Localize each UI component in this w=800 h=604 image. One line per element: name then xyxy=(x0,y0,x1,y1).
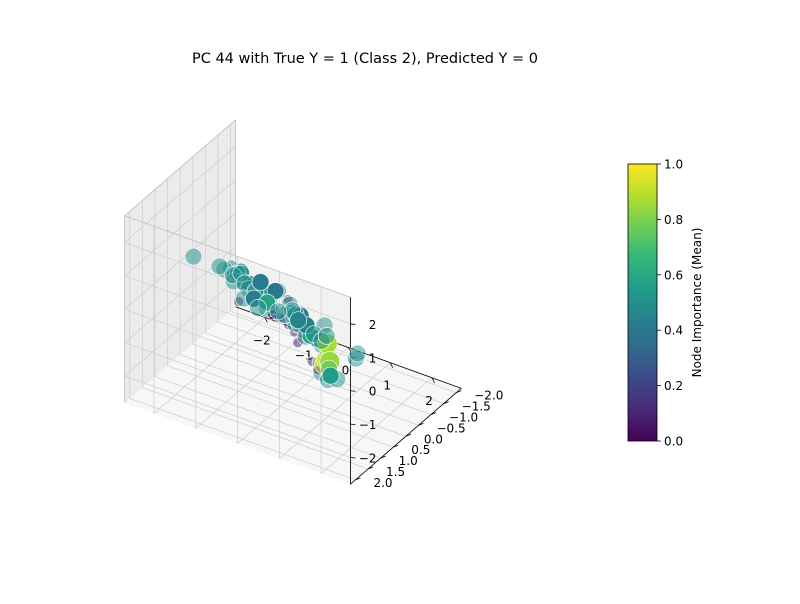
tick-mark xyxy=(393,444,399,448)
tick-mark xyxy=(350,390,356,392)
data-points xyxy=(184,247,367,389)
tick-mark xyxy=(456,390,462,394)
data-point-large xyxy=(269,302,288,321)
grid-line xyxy=(124,179,236,277)
grid-line xyxy=(230,310,457,394)
z-tick-label: 2 xyxy=(369,318,377,332)
tick-mark xyxy=(443,401,449,404)
colorbar-tick-label: 1.0 xyxy=(664,158,683,172)
z-tick-label: 1 xyxy=(369,351,377,365)
grid-line xyxy=(192,343,419,426)
data-point-large xyxy=(249,299,267,317)
colorbar-gradient xyxy=(627,163,658,442)
data-point-large xyxy=(348,344,367,363)
grid-line xyxy=(154,376,381,459)
tick-mark xyxy=(264,317,268,323)
colorbar-tick-label: 0.8 xyxy=(664,213,683,227)
grid-line xyxy=(124,146,236,243)
data-point-large xyxy=(251,273,270,291)
tick-mark xyxy=(367,466,374,470)
z-tick-label: 0 xyxy=(369,385,377,399)
y-tick-label: 0.0 xyxy=(424,432,443,446)
pane-edge xyxy=(124,119,236,216)
y-tick-label: −1.0 xyxy=(449,410,478,424)
tick-mark xyxy=(430,412,437,415)
z-tick-label: −1 xyxy=(359,418,377,432)
tick-mark xyxy=(405,433,412,437)
tick-mark xyxy=(389,362,394,368)
grid-line xyxy=(124,375,351,458)
tick-mark xyxy=(380,455,386,459)
grid-line xyxy=(124,279,236,377)
grid-line xyxy=(129,397,356,481)
colorbar: 0.0 0.2 0.4 0.6 0.8 1.0 Node Importance (Mean) xyxy=(627,158,704,449)
grid-line xyxy=(124,212,236,310)
colorbar-tick-label: 0.2 xyxy=(664,379,683,393)
y-tick-label: 1.5 xyxy=(386,465,405,479)
data-point-large xyxy=(321,366,340,385)
grid-line xyxy=(142,387,369,470)
y-tick-label: −2.0 xyxy=(474,389,503,403)
tick-mark xyxy=(431,377,435,383)
colorbar-tick-label: 0.0 xyxy=(664,435,683,449)
colorbar-tick-label: 0.4 xyxy=(664,324,683,338)
grid-line xyxy=(124,308,351,392)
y-tick-label: −0.5 xyxy=(436,421,465,435)
y-tick-label: −1.5 xyxy=(462,400,491,414)
y-tick-label: 0.5 xyxy=(411,443,430,457)
data-point-large xyxy=(210,257,229,276)
grid-line xyxy=(167,365,394,448)
pane-edge xyxy=(124,215,351,298)
colorbar-tick-label: 0.6 xyxy=(664,268,683,282)
y-tick-label: 2.0 xyxy=(373,476,392,490)
colorbar-label: Node Importance (Mean) xyxy=(690,228,704,378)
chart-title: PC 44 with True Y = 1 (Class 2), Predict… xyxy=(192,51,538,67)
tick-mark xyxy=(350,457,356,459)
data-point-large xyxy=(184,247,203,266)
x-tick-label: −2 xyxy=(253,333,271,347)
data-point-large xyxy=(317,327,336,345)
tick-mark xyxy=(418,423,424,426)
z-tick-label: −2 xyxy=(359,452,377,466)
data-point-large xyxy=(289,311,308,330)
tick-mark xyxy=(350,323,356,325)
grid-line xyxy=(124,342,351,425)
x-tick-label: 1 xyxy=(383,379,391,393)
x-tick-label: 2 xyxy=(425,394,433,408)
grid-lines xyxy=(124,124,457,481)
grid-line xyxy=(180,354,406,437)
axis-lines xyxy=(124,119,462,485)
tick-mark xyxy=(350,423,356,426)
x-tick-label: 0 xyxy=(342,364,350,378)
y-tick-label: 1.0 xyxy=(399,454,418,468)
tick-mark xyxy=(355,477,361,481)
